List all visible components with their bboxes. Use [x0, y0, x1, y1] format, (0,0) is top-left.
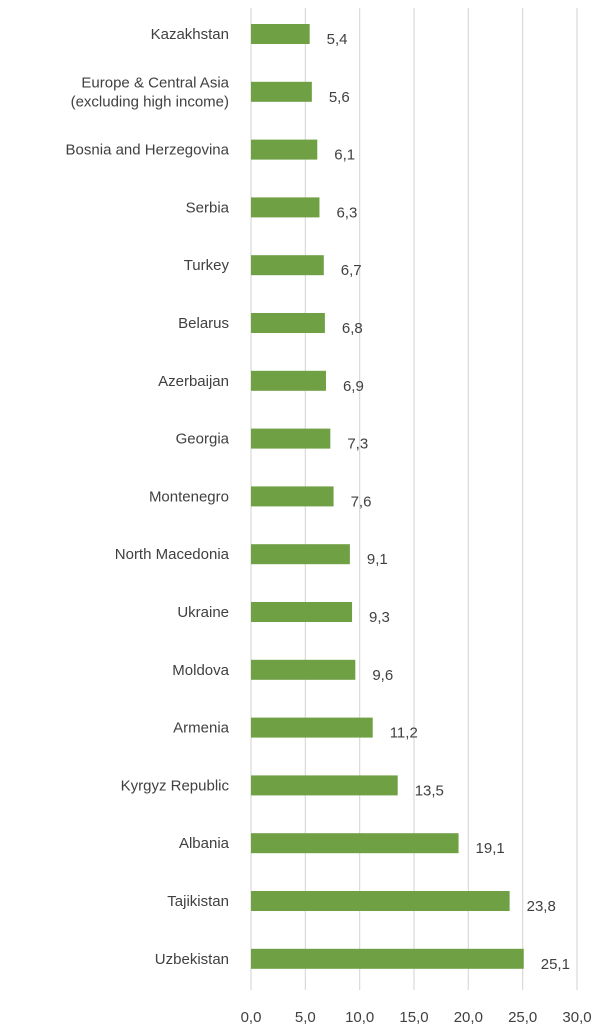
category-label-uzbekistan: Uzbekistan: [155, 951, 229, 968]
value-label-moldova: 9,6: [372, 667, 393, 684]
value-label-tajikistan: 23,8: [527, 898, 556, 915]
category-label-montenegro: Montenegro: [149, 488, 229, 505]
category-labels: Kazakhstan Europe & Central Asia (excludin…: [66, 26, 230, 968]
bar-ukraine: [251, 602, 353, 622]
value-label-serbia: 6,3: [336, 204, 357, 221]
category-label-moldova: Moldova: [172, 662, 229, 679]
value-label-albania: 19,1: [476, 840, 505, 857]
category-label-georgia: Georgia: [176, 431, 230, 448]
category-label-line: (excluding high income): [71, 93, 229, 110]
category-label-line: Serbia: [186, 199, 230, 216]
x-tick-label-2: 10,0: [345, 1009, 374, 1026]
category-label-line: Tajikistan: [167, 893, 229, 910]
x-tick-label-0: 0,0: [241, 1009, 262, 1026]
value-label-belarus: 6,8: [342, 320, 363, 337]
value-label-bosnia-and-herzegovina: 6,1: [334, 147, 355, 164]
value-label-kazakhstan: 5,4: [327, 31, 348, 48]
value-label-azerbaijan: 6,9: [343, 378, 364, 395]
category-label-line: Azerbaijan: [158, 373, 229, 390]
gridlines: [250, 8, 578, 990]
value-label-kyrgyz-republic: 13,5: [415, 782, 444, 799]
x-tick-label-1: 5,0: [295, 1009, 316, 1026]
category-label-line: Moldova: [172, 662, 229, 679]
bar-kazakhstan: [251, 24, 310, 44]
category-label-kazakhstan: Kazakhstan: [151, 26, 229, 43]
bar-montenegro: [251, 486, 334, 507]
category-label-armenia: Armenia: [173, 720, 230, 737]
category-label-line: Europe & Central Asia: [81, 74, 229, 91]
value-label-europe-and-central-asia-excluding-high-income: 5,6: [329, 89, 350, 106]
category-label-serbia: Serbia: [186, 199, 230, 216]
category-label-azerbaijan: Azerbaijan: [158, 373, 229, 390]
category-label-tajikistan: Tajikistan: [167, 893, 229, 910]
category-label-line: Turkey: [184, 257, 230, 274]
bar-europe-and-central-asia-excluding-high-income: [251, 81, 312, 102]
category-label-line: Georgia: [176, 431, 230, 448]
bar-bosnia-and-herzegovina: [251, 139, 318, 160]
category-label-line: North Macedonia: [115, 546, 230, 563]
value-label-ukraine: 9,3: [369, 609, 390, 626]
category-label-line: Montenegro: [149, 488, 229, 505]
bar-uzbekistan: [251, 948, 524, 969]
category-label-line: Bosnia and Herzegovina: [66, 142, 230, 159]
x-tick-label-4: 20,0: [454, 1009, 483, 1026]
category-label-bosnia-and-herzegovina: Bosnia and Herzegovina: [66, 142, 230, 159]
category-label-europe-and-central-asia-excluding-high-income: Europe & Central Asia (excluding high inc…: [71, 74, 230, 110]
bar-moldova: [251, 659, 356, 680]
bar-albania: [251, 833, 459, 854]
category-label-line: Albania: [179, 835, 230, 852]
x-axis-tick-labels: 0,0 5,0 10,0 15,0 20,0 25,0 30,0: [241, 1009, 592, 1026]
category-label-line: Belarus: [178, 315, 229, 332]
bar-serbia: [251, 197, 320, 218]
bar-georgia: [251, 428, 331, 449]
bar-belarus: [251, 313, 325, 333]
category-label-ukraine: Ukraine: [177, 604, 229, 621]
value-label-georgia: 7,3: [347, 436, 368, 453]
bar-turkey: [251, 255, 324, 276]
value-label-montenegro: 7,6: [351, 493, 372, 510]
x-tick-label-3: 15,0: [399, 1009, 428, 1026]
value-label-uzbekistan: 25,1: [541, 956, 570, 973]
category-label-belarus: Belarus: [178, 315, 229, 332]
category-label-line: Kyrgyz Republic: [121, 777, 230, 794]
bars: [251, 24, 524, 969]
bar-kyrgyz-republic: [251, 775, 398, 796]
x-tick-label-5: 25,0: [508, 1009, 537, 1026]
category-label-line: Armenia: [173, 720, 230, 737]
category-label-albania: Albania: [179, 835, 230, 852]
category-label-kyrgyz-republic: Kyrgyz Republic: [121, 777, 230, 794]
category-label-line: Kazakhstan: [151, 26, 229, 43]
bar-tajikistan: [251, 891, 510, 911]
category-label-line: Uzbekistan: [155, 951, 229, 968]
category-label-turkey: Turkey: [184, 257, 230, 274]
bar-north-macedonia: [251, 544, 350, 565]
bar-azerbaijan: [251, 370, 326, 391]
x-tick-label-6: 30,0: [562, 1009, 591, 1026]
value-labels: 5,4 5,6 6,1 6,3 6,7 6,8 6,9 7,3 7,6 9,1 9,3 9,6 11,2…: [327, 31, 570, 973]
value-label-north-macedonia: 9,1: [367, 551, 388, 568]
bar-armenia: [251, 717, 373, 738]
category-label-north-macedonia: North Macedonia: [115, 546, 230, 563]
category-label-line: Ukraine: [177, 604, 229, 621]
value-label-armenia: 11,2: [390, 725, 418, 742]
value-label-turkey: 6,7: [341, 262, 362, 279]
